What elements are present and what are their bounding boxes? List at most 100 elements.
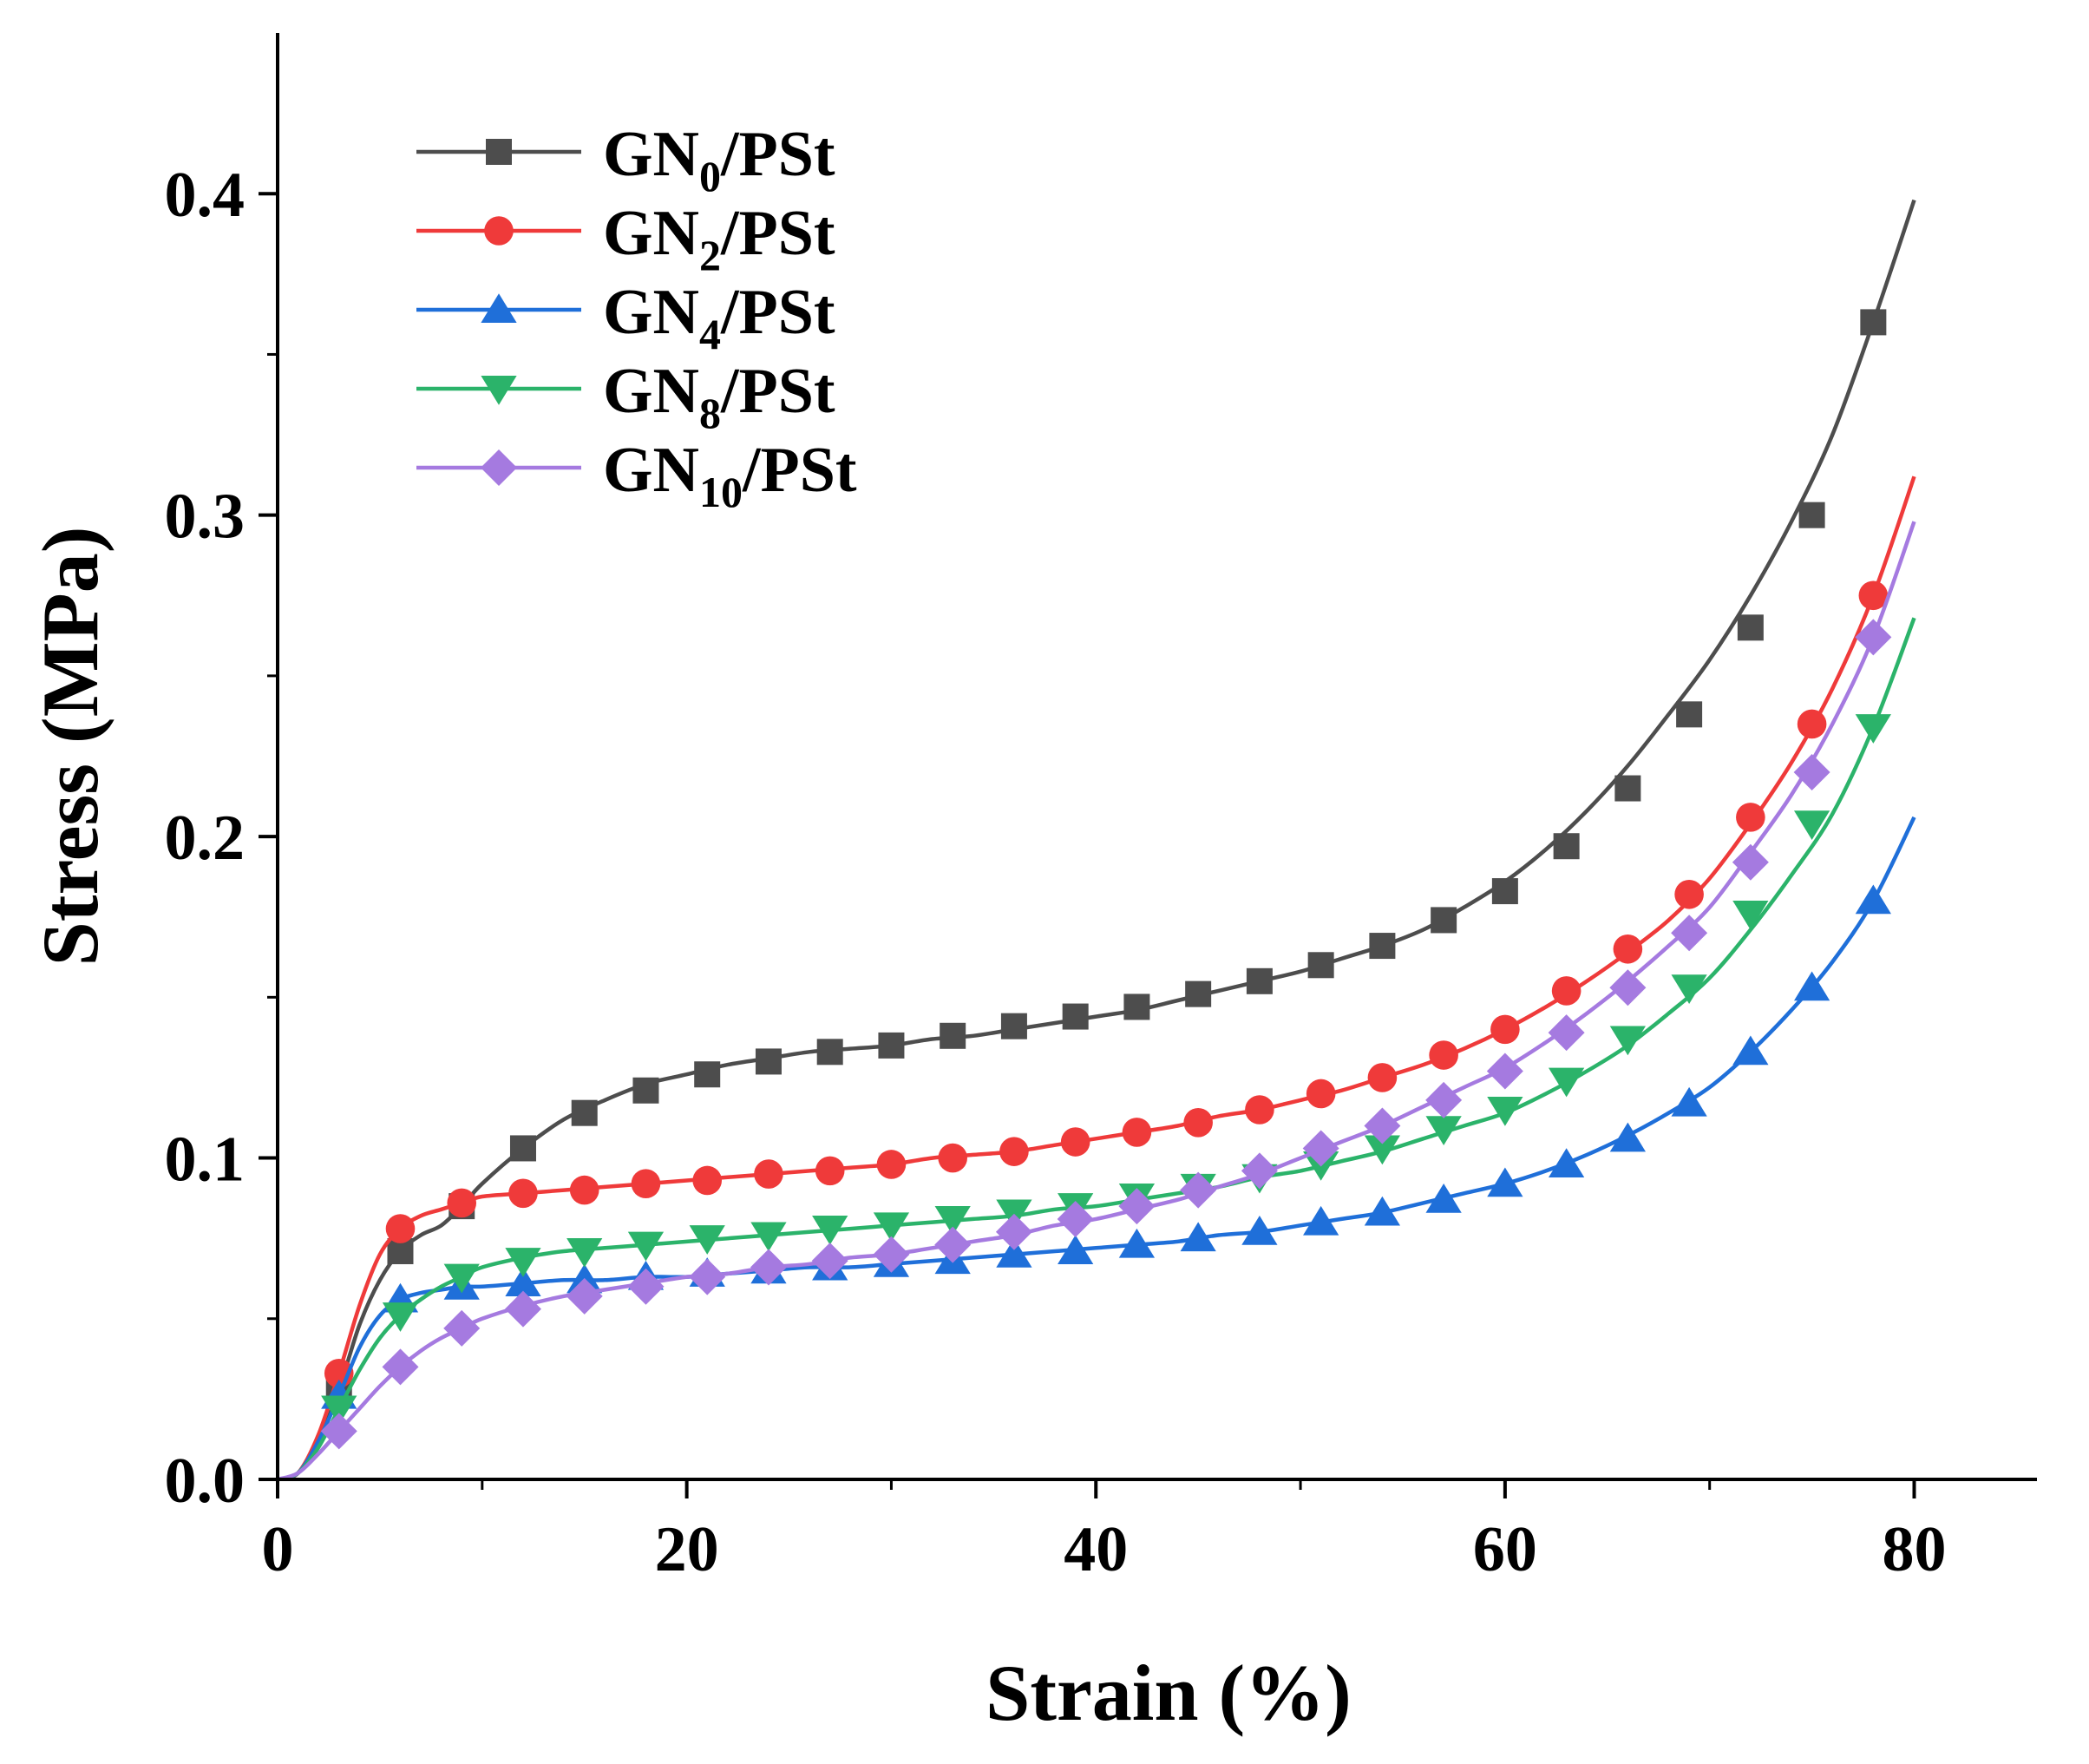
legend-item: GN0/PSt [416,119,835,200]
data-point [1364,1196,1401,1226]
x-axis-title: Strain (%) [986,1649,1352,1737]
data-point [873,1236,910,1273]
series-3 [278,617,1916,1479]
data-point [1180,1222,1216,1252]
data-point [1609,1122,1646,1152]
data-point [694,1061,721,1088]
data-point [1671,1086,1707,1117]
data-point [505,1248,541,1277]
legend-item: GN4/PSt [416,277,835,358]
data-point [1306,1079,1336,1109]
data-point [382,1302,419,1332]
data-point [1246,967,1273,994]
data-point [1491,878,1518,905]
data-point [1364,1135,1401,1165]
data-point [1425,1081,1463,1118]
data-point [627,1231,665,1262]
data-point [1548,1014,1585,1052]
data-point [1793,754,1830,791]
data-point [750,1249,787,1286]
legend-label: GN4/PSt [603,277,835,358]
series-4 [278,521,1916,1479]
legend-item: GN8/PSt [416,356,835,437]
legend-marker [486,139,512,165]
data-point [1245,1095,1274,1125]
data-point [385,1214,416,1243]
data-point [815,1156,845,1186]
legend-label: GN2/PSt [603,198,835,279]
data-point [1732,901,1769,930]
data-point [566,1237,603,1268]
data-point [1364,1107,1401,1144]
data-point [940,1022,966,1049]
series-1 [278,475,1916,1479]
legend-marker [481,449,517,486]
data-point [1431,907,1457,934]
data-point [1425,1116,1462,1145]
data-point [571,1099,598,1126]
data-point [509,1135,536,1162]
data-point [1062,1003,1089,1030]
data-point [1057,1200,1094,1237]
series-line [278,521,1916,1479]
data-point [1855,619,1892,656]
y-tick-label: 0.3 [165,482,246,553]
data-point [754,1159,783,1189]
data-point [1118,1188,1156,1225]
data-point [1180,1171,1217,1209]
data-point [1425,1183,1462,1213]
x-tick-label: 40 [1064,1514,1128,1585]
data-point [878,1032,905,1059]
data-point [1058,1235,1094,1264]
y-axis-title: Stress (MPa) [26,527,115,967]
data-point [1241,1216,1278,1245]
data-point [1613,934,1643,964]
y-tick-label: 0.4 [165,160,246,231]
data-point [1183,1108,1213,1138]
data-point [1855,714,1891,744]
data-point [566,1277,603,1315]
y-tick-label: 0.0 [165,1446,246,1517]
data-point [1609,969,1647,1007]
data-point [1303,1205,1339,1236]
data-point [627,1268,665,1305]
data-point [692,1165,723,1196]
legend-marker [481,376,517,405]
x-tick-label: 0 [262,1514,294,1585]
data-point [1490,1014,1520,1045]
data-point [1000,1013,1027,1039]
data-point [569,1175,599,1205]
x-tick-label: 20 [655,1514,719,1585]
legend-label: GN0/PSt [603,119,835,200]
data-point [505,1267,541,1297]
data-point [816,1039,843,1066]
data-point [1674,879,1704,909]
data-point [1676,701,1703,728]
data-point [1487,1096,1523,1126]
data-point [938,1143,967,1173]
axes: 0 20 40 60 80 0.0 0.1 0.2 0.3 0.4 [165,33,2037,1585]
data-point [689,1258,726,1295]
data-point [1486,1052,1523,1090]
data-point [1241,1152,1278,1190]
data-point [1614,775,1641,802]
data-point [1185,980,1212,1007]
series-line [278,475,1916,1479]
data-point [999,1137,1029,1166]
series-line [278,199,1916,1479]
legend-marker [481,293,517,323]
data-point [1553,833,1580,860]
data-point [1671,915,1708,952]
data-point [1487,1167,1523,1197]
data-point [1551,976,1581,1006]
data-point [689,1225,725,1255]
data-point [1798,502,1825,528]
data-point [1855,884,1891,915]
data-point [1858,580,1889,611]
data-point [1122,1118,1152,1147]
data-point [934,1226,972,1263]
data-point [995,1213,1032,1250]
legend-label: GN8/PSt [603,356,835,437]
